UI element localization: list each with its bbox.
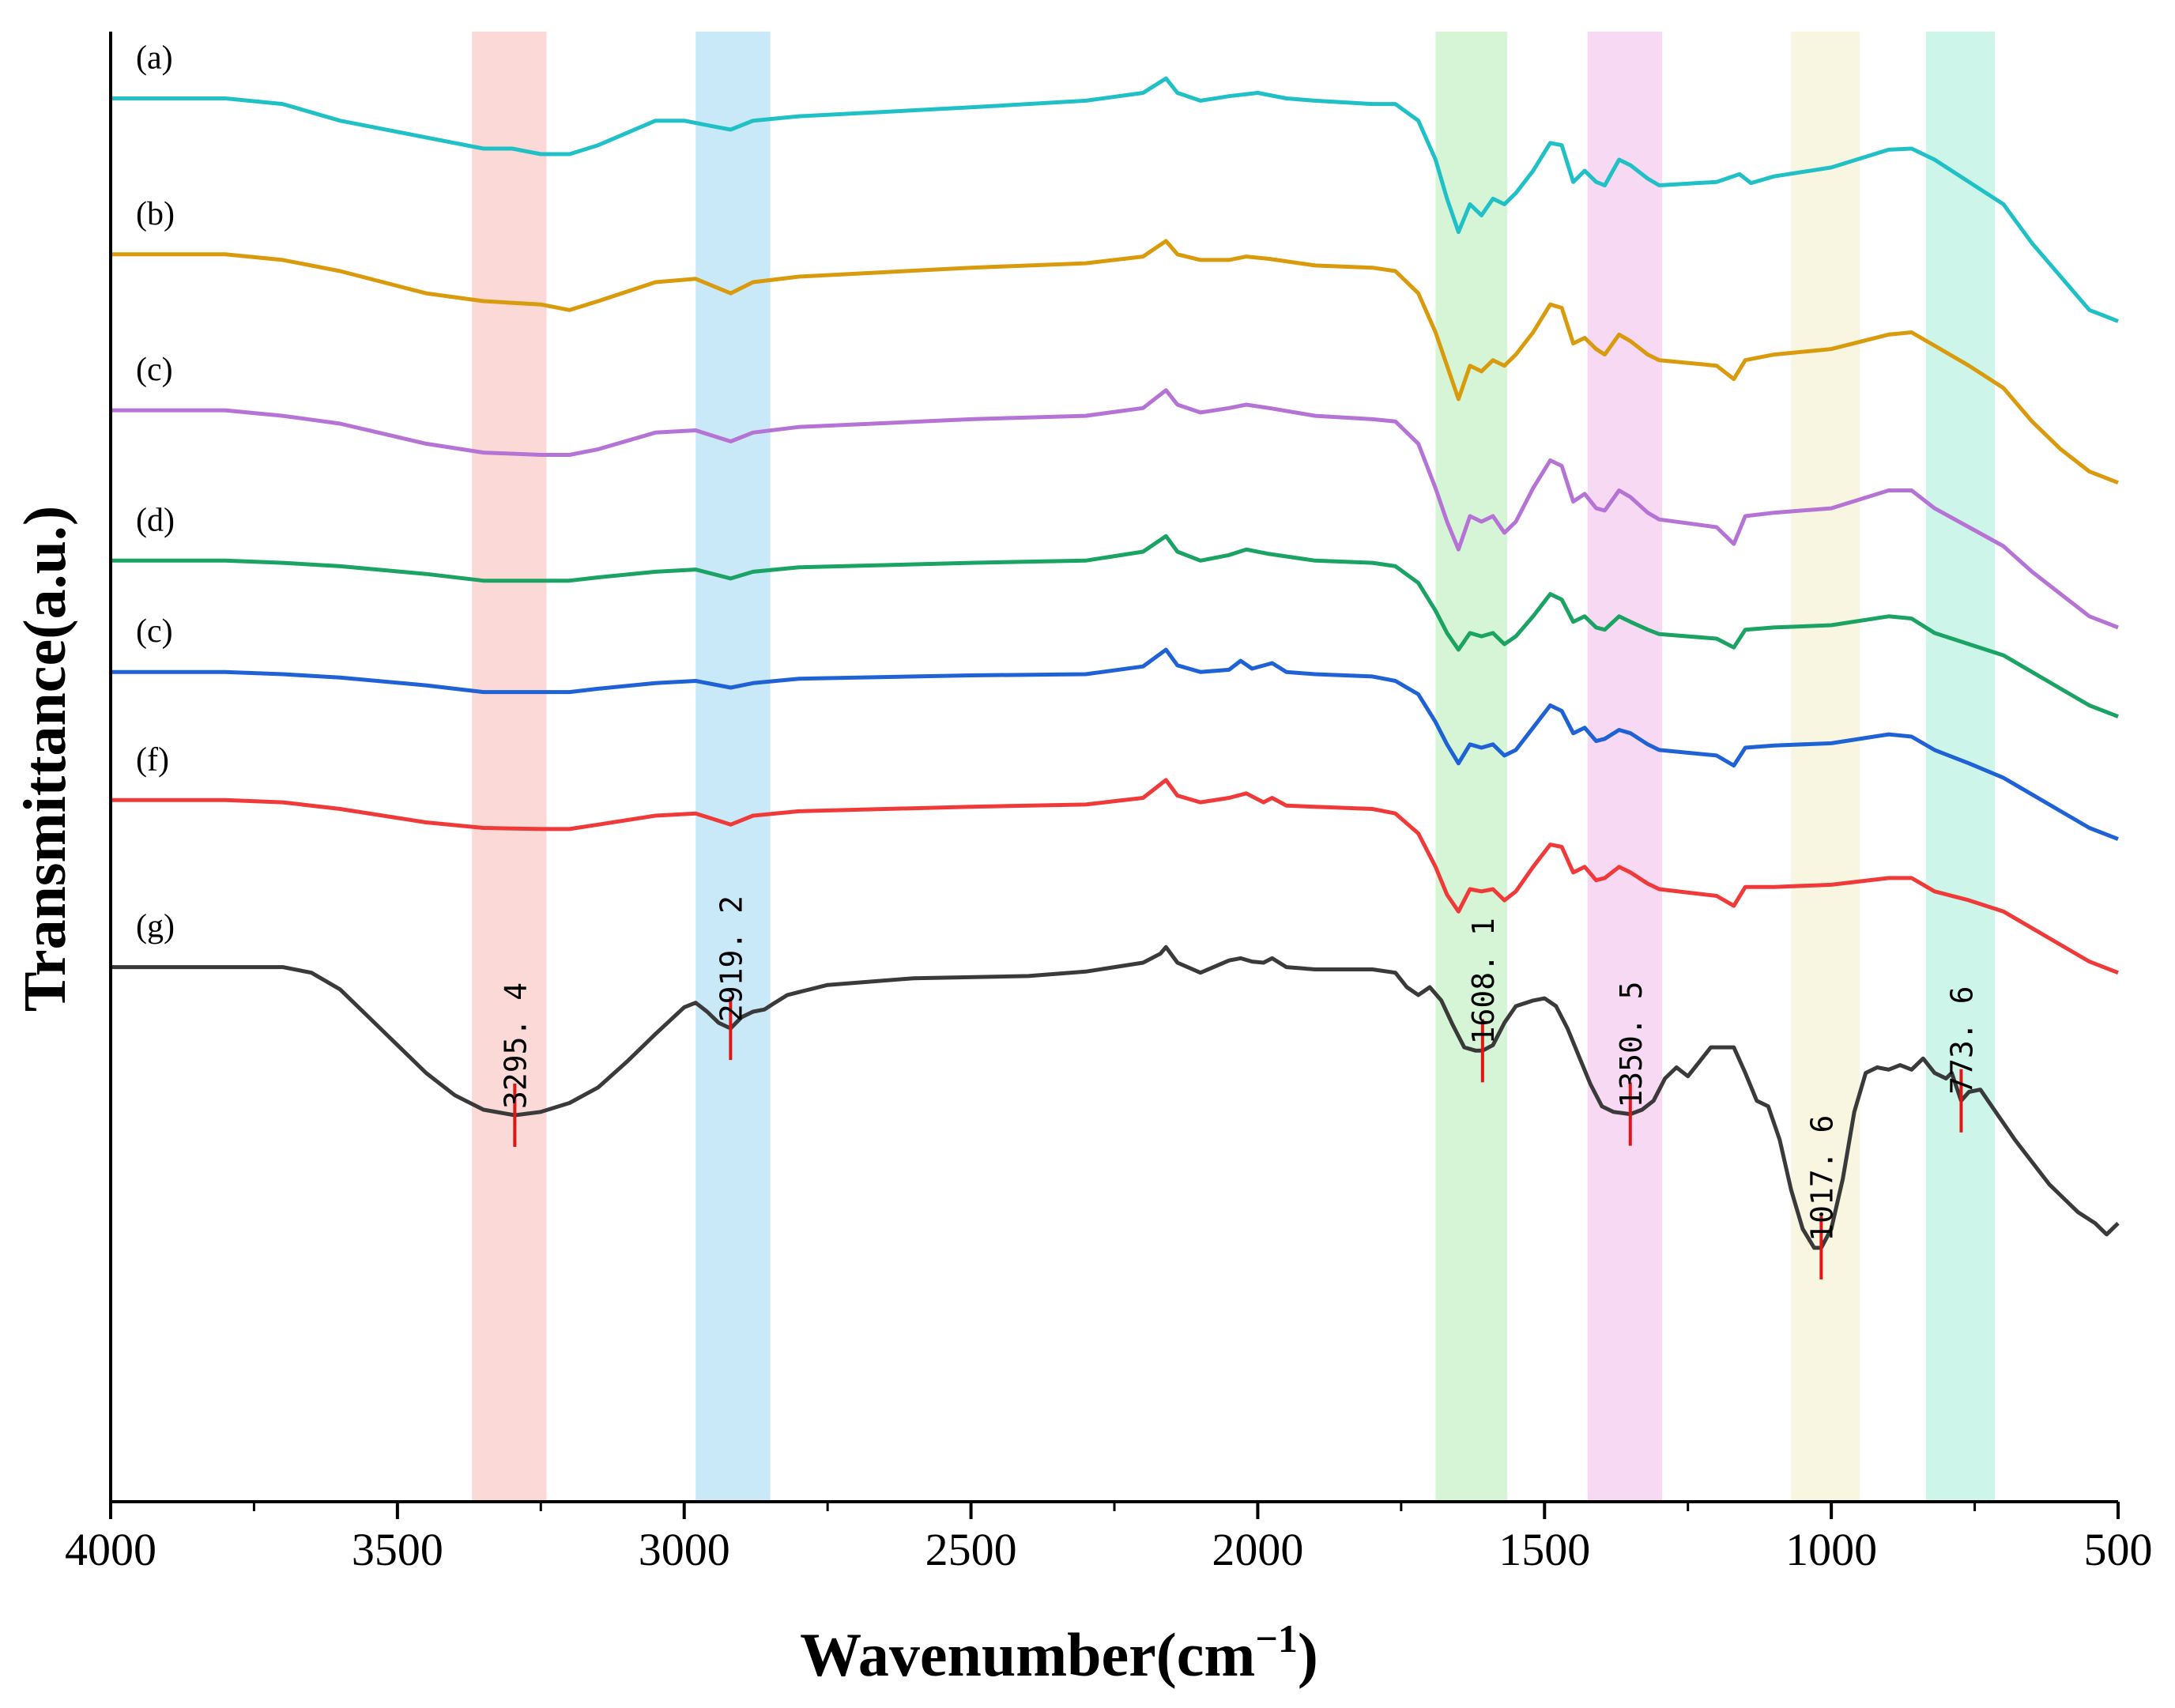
peak-label-2: 1608. 1 — [1466, 918, 1501, 1044]
peak-label-3: 1350. 5 — [1614, 981, 1649, 1107]
spectra-series: (a) (b) (c) (d) (c) (f) (g) — [111, 40, 2120, 1250]
x-tick-label-4: 2000 — [1212, 1524, 1303, 1575]
x-tick-label-6: 1000 — [1785, 1524, 1877, 1575]
series-line-2 — [111, 388, 2119, 630]
series-label-4: (c) — [136, 613, 173, 650]
series-line-0 — [111, 76, 2119, 323]
band-4 — [1791, 32, 1860, 1502]
peak-label-0: 3295. 4 — [498, 982, 533, 1109]
peak-label-1: 2919. 2 — [714, 895, 748, 1022]
series-label-6: (g) — [136, 909, 175, 945]
band-3 — [1587, 32, 1663, 1502]
x-axis-title-close: ) — [1298, 1620, 1318, 1689]
series-label-0: (a) — [136, 40, 173, 77]
x-tick-label-1: 3500 — [352, 1524, 443, 1575]
x-axis-title-superscript: −1 — [1255, 1616, 1298, 1661]
x-axis-ticks: 4000 3500 3000 2500 2000 1500 1000 500 — [65, 1502, 2153, 1575]
x-tick-label-3: 2500 — [925, 1524, 1017, 1575]
series-line-5 — [111, 778, 2119, 975]
band-2 — [1435, 32, 1508, 1502]
peak-label-5: 773. 6 — [1944, 986, 1979, 1094]
series-label-1: (b) — [136, 196, 175, 232]
band-0 — [472, 32, 547, 1502]
series-line-1 — [111, 239, 2119, 485]
series-label-2: (c) — [136, 352, 173, 388]
x-tick-label-5: 1500 — [1498, 1524, 1590, 1575]
x-tick-label-2: 3000 — [639, 1524, 730, 1575]
band-5 — [1925, 32, 1995, 1502]
series-label-3: (d) — [136, 502, 175, 538]
peak-markers: 3295. 4 2919. 2 1608. 1 1350. 5 1017. 6 773. … — [498, 895, 1979, 1280]
x-axis-title: Wavenumber(cm−1) — [800, 1616, 1318, 1689]
highlight-bands — [472, 32, 1995, 1502]
y-axis-title: Transmittance(a.u.) — [12, 506, 78, 1012]
series-label-5: (f) — [136, 741, 169, 778]
series-line-4 — [111, 647, 2119, 841]
x-tick-label-7: 500 — [2084, 1524, 2153, 1575]
series-line-6 — [111, 944, 2120, 1250]
band-1 — [695, 32, 771, 1502]
peak-label-4: 1017. 6 — [1804, 1115, 1839, 1242]
x-axis-title-main: Wavenumber(cm — [800, 1620, 1255, 1689]
series-line-3 — [111, 534, 2119, 718]
x-tick-label-0: 4000 — [65, 1524, 156, 1575]
